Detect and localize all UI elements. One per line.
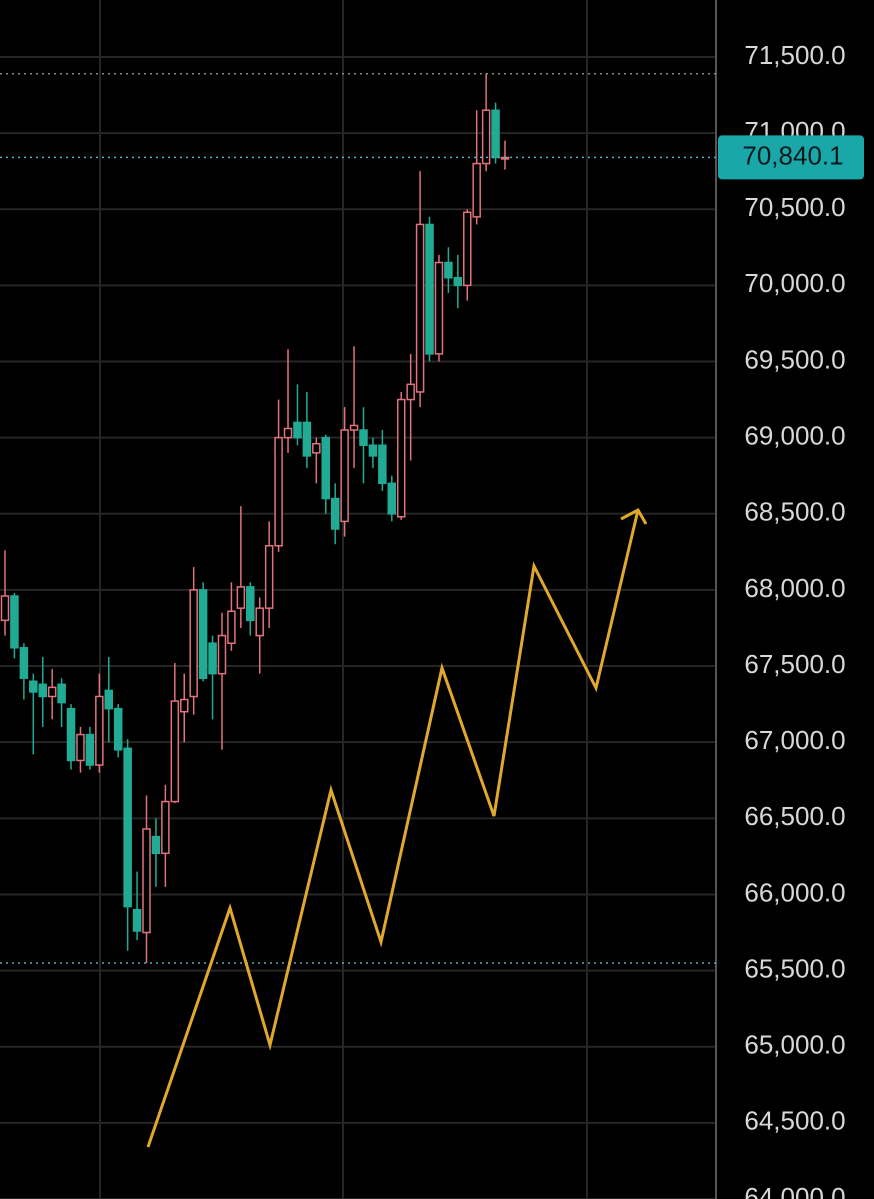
candle-body — [283, 427, 293, 439]
candle-body — [378, 444, 387, 485]
candle-body — [434, 261, 444, 355]
candle-body — [368, 444, 378, 457]
y-tick-label: 65,500.0 — [744, 953, 845, 983]
candle-body — [10, 595, 19, 649]
candle-body — [321, 436, 331, 500]
candle-body — [264, 544, 274, 609]
y-tick-label: 65,000.0 — [744, 1030, 845, 1060]
candle-body — [302, 421, 312, 457]
plot — [0, 72, 716, 964]
candle-body — [85, 733, 95, 766]
candle-body — [142, 828, 151, 934]
candle-body — [330, 497, 340, 530]
y-tick-label: 70,500.0 — [744, 192, 845, 222]
candle-body — [95, 695, 104, 766]
candle-body — [472, 162, 481, 218]
last-price-badge — [718, 135, 864, 180]
candle-body — [170, 700, 180, 803]
y-tick-label: 68,500.0 — [744, 497, 845, 527]
candle-body — [123, 747, 132, 908]
y-tick-label: 66,500.0 — [744, 801, 845, 831]
candle-body — [208, 642, 217, 675]
candle-body — [76, 733, 85, 762]
y-tick-label: 69,000.0 — [744, 421, 845, 451]
y-tick-label: 68,000.0 — [744, 573, 845, 603]
candle-body — [198, 589, 208, 679]
grid — [0, 0, 716, 1199]
candle-body — [38, 683, 47, 698]
candle-body — [359, 429, 368, 446]
candle-body — [47, 686, 57, 698]
candle-body — [227, 610, 236, 644]
candle-body — [406, 383, 415, 401]
candle-body — [425, 223, 434, 355]
y-tick-label: 67,000.0 — [744, 725, 845, 755]
candle-body — [189, 589, 198, 698]
candle-body — [415, 223, 425, 393]
candle-body — [453, 276, 463, 287]
candle-body — [481, 109, 491, 165]
price-axis: 64,000.0 64,500.0 65,000.0 65,500.0 66,000.0… — [718, 40, 864, 1199]
candle-body — [104, 689, 114, 710]
candle-body — [132, 908, 142, 932]
candle-body — [491, 109, 500, 159]
candle-body — [293, 421, 302, 439]
candle-body — [312, 442, 321, 454]
candle-body — [236, 586, 246, 609]
y-tick-label: 67,500.0 — [744, 649, 845, 679]
y-tick-label: 64,500.0 — [744, 1106, 845, 1136]
candle-body — [29, 680, 38, 693]
candle-body — [57, 683, 66, 704]
candle-body — [349, 424, 359, 431]
candle-body — [274, 436, 283, 547]
arrow-head — [620, 507, 648, 525]
candle-body — [113, 707, 123, 751]
y-tick-label: 66,000.0 — [744, 877, 845, 907]
candle-body — [161, 800, 170, 855]
y-tick-label: 64,000.0 — [744, 1182, 845, 1199]
drawing — [146, 507, 648, 1148]
candle-body — [396, 398, 406, 518]
candle-body — [340, 429, 349, 523]
candle-body — [255, 607, 264, 637]
candle-body — [217, 634, 227, 675]
candle-body — [179, 698, 189, 713]
y-tick-label: 70,000.0 — [744, 268, 845, 298]
candle-body — [19, 647, 29, 679]
candle-body — [246, 586, 255, 622]
zigzag-drawing — [146, 509, 640, 1148]
candle-body — [463, 211, 472, 287]
candle-body — [66, 707, 76, 762]
y-tick-label: 69,500.0 — [744, 344, 845, 374]
candle-body — [444, 261, 453, 279]
candle-body — [387, 482, 397, 515]
last-price-label: 70,840.1 — [742, 140, 843, 170]
candle-body — [0, 595, 10, 622]
candle-body — [151, 835, 161, 855]
y-tick-label: 71,500.0 — [744, 40, 845, 70]
